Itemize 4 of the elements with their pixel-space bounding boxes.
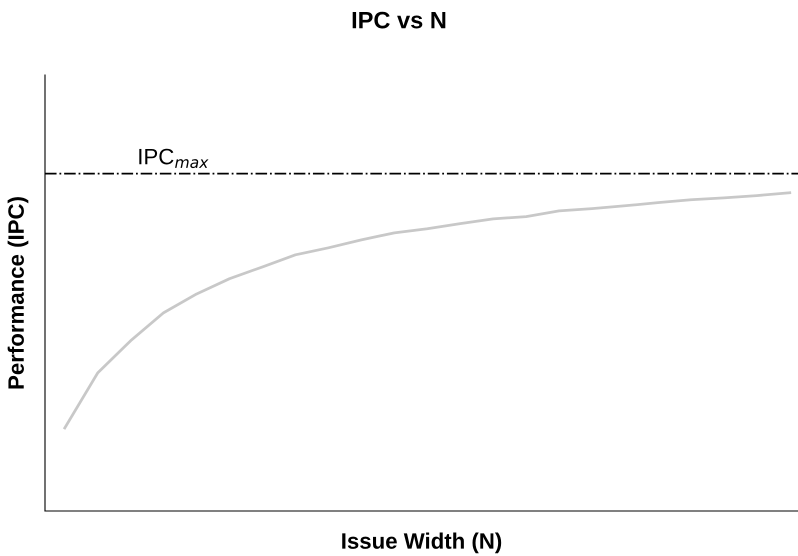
x-axis-title: Issue Width (N) bbox=[342, 532, 502, 554]
chart-title: IPC vs N bbox=[352, 12, 446, 28]
y-axis-title: Performance (IPC) bbox=[8, 197, 28, 388]
ref-line-label: IPC$_{max}$ bbox=[139, 148, 209, 168]
